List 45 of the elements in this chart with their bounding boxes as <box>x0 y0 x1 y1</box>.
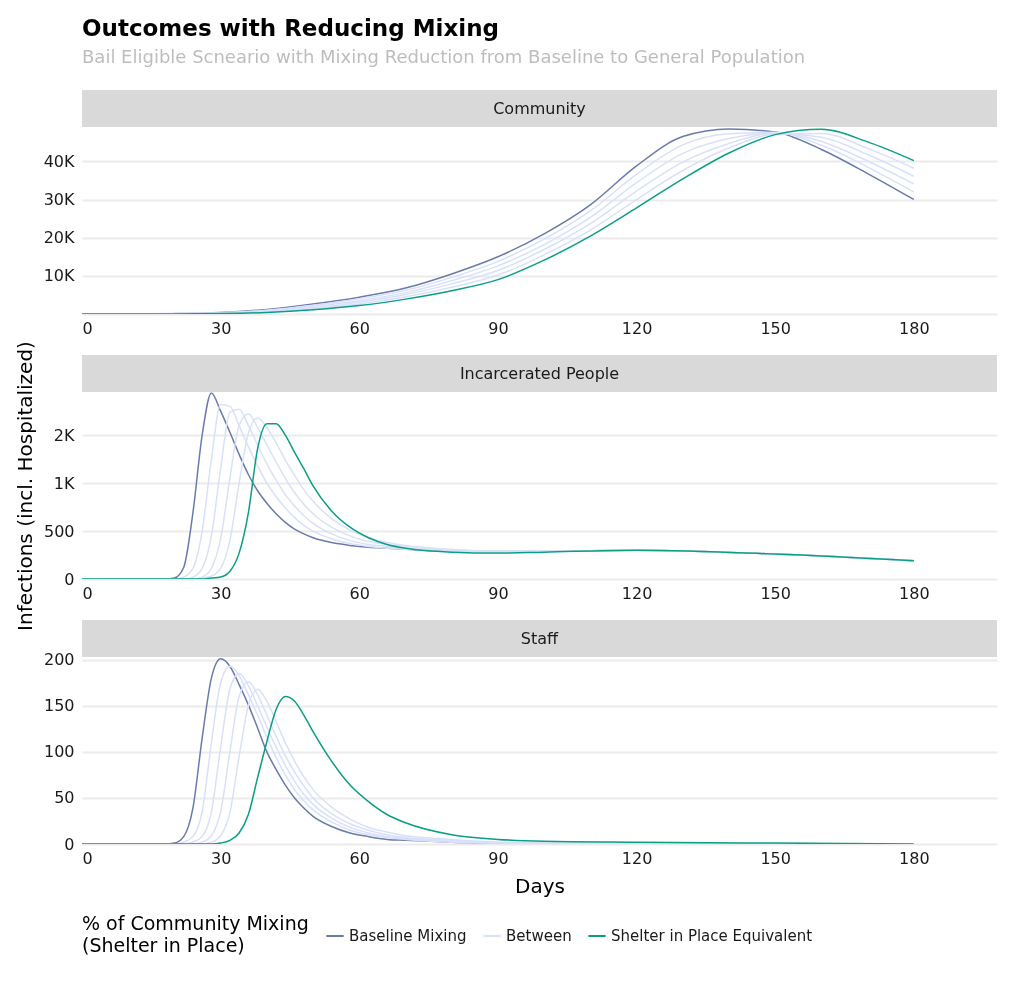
x-tick-label: 30 <box>210 318 232 338</box>
text: Community <box>82 90 997 127</box>
y-tick-label: 150 <box>43 696 75 716</box>
x-tick-label: 30 <box>210 583 232 603</box>
x-tick-label: 60 <box>349 848 370 868</box>
x-tick-label: 180 <box>899 318 930 338</box>
x-tick-label: 120 <box>621 583 653 603</box>
x-tick-label: 150 <box>760 318 791 338</box>
x-tick-label: 0 <box>82 848 93 868</box>
x-tick-label: 0 <box>82 318 93 338</box>
y-tick-label: 2K <box>53 425 76 445</box>
x-tick-label: 60 <box>349 318 370 338</box>
chart-title: Outcomes with Reducing Mixing <box>81 14 500 43</box>
x-tick-label: 120 <box>621 848 653 868</box>
y-tick-label: 10K <box>43 266 75 286</box>
x-tick-label: 120 <box>621 318 653 338</box>
y-tick-label: 200 <box>43 650 75 670</box>
x-tick-label: 90 <box>488 583 509 603</box>
y-tick-label: 20K <box>43 228 75 248</box>
legend-label: Baseline Mixing <box>349 927 467 945</box>
x-tick-label: 180 <box>899 848 930 868</box>
chart-subtitle: Bail Eligible Scneario with Mixing Reduction from Baseline to General Population <box>81 45 807 69</box>
y-tick-label: 500 <box>43 521 75 541</box>
x-tick-label: 30 <box>210 848 232 868</box>
x-tick-label: 150 <box>760 583 791 603</box>
x-tick-label: 180 <box>899 583 930 603</box>
legend-label: Between <box>506 927 572 945</box>
y-tick-label: 50 <box>54 788 75 808</box>
y-tick-label: 0 <box>64 569 75 589</box>
x-tick-label: 0 <box>82 583 93 603</box>
x-tick-label: 90 <box>488 848 509 868</box>
x-axis-title: Days <box>515 873 565 898</box>
y-tick-label: 40K <box>43 151 75 171</box>
text: Staff <box>82 620 997 657</box>
x-tick-label: 90 <box>488 318 509 338</box>
legend-title: % of Community Mixing (Shelter in Place) <box>82 912 309 956</box>
y-tick-label: 30K <box>43 190 75 210</box>
legend-label: Shelter in Place Equivalent <box>611 927 813 945</box>
x-tick-label: 60 <box>349 583 370 603</box>
y-axis-title: Infections (incl. Hospitalized) <box>12 341 37 631</box>
y-tick-label: 0 <box>64 834 75 854</box>
y-tick-label: 1K <box>53 473 76 493</box>
y-tick-label: 100 <box>43 742 75 762</box>
text: Incarcerated People <box>82 355 997 392</box>
x-tick-label: 150 <box>760 848 791 868</box>
